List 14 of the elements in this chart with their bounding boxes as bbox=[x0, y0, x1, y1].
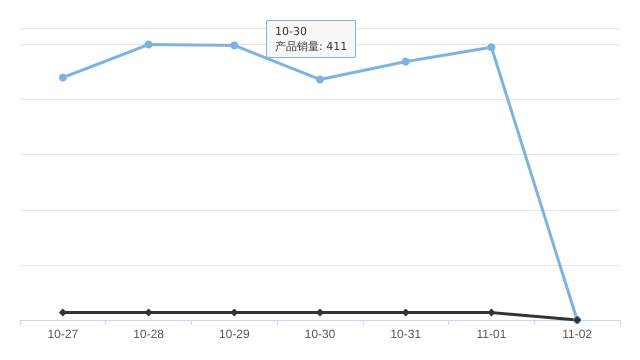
point bbox=[144, 40, 153, 49]
annotation: 10-30 产品销量: 411 bbox=[275, 24, 348, 54]
x-tick-label: 10-30 bbox=[304, 327, 336, 341]
x-tick-label: 10-28 bbox=[133, 327, 164, 341]
x-tick-label: 10-27 bbox=[48, 327, 79, 341]
x-tick-label: 10-29 bbox=[218, 327, 250, 341]
point bbox=[230, 41, 238, 50]
x-tick-label: 11-02 bbox=[562, 327, 592, 341]
point bbox=[402, 58, 410, 66]
point bbox=[487, 43, 496, 52]
point bbox=[316, 76, 324, 84]
x-tick-label: 10-31 bbox=[390, 327, 422, 341]
point bbox=[58, 74, 67, 82]
x-tick-label: 11-01 bbox=[476, 327, 507, 341]
